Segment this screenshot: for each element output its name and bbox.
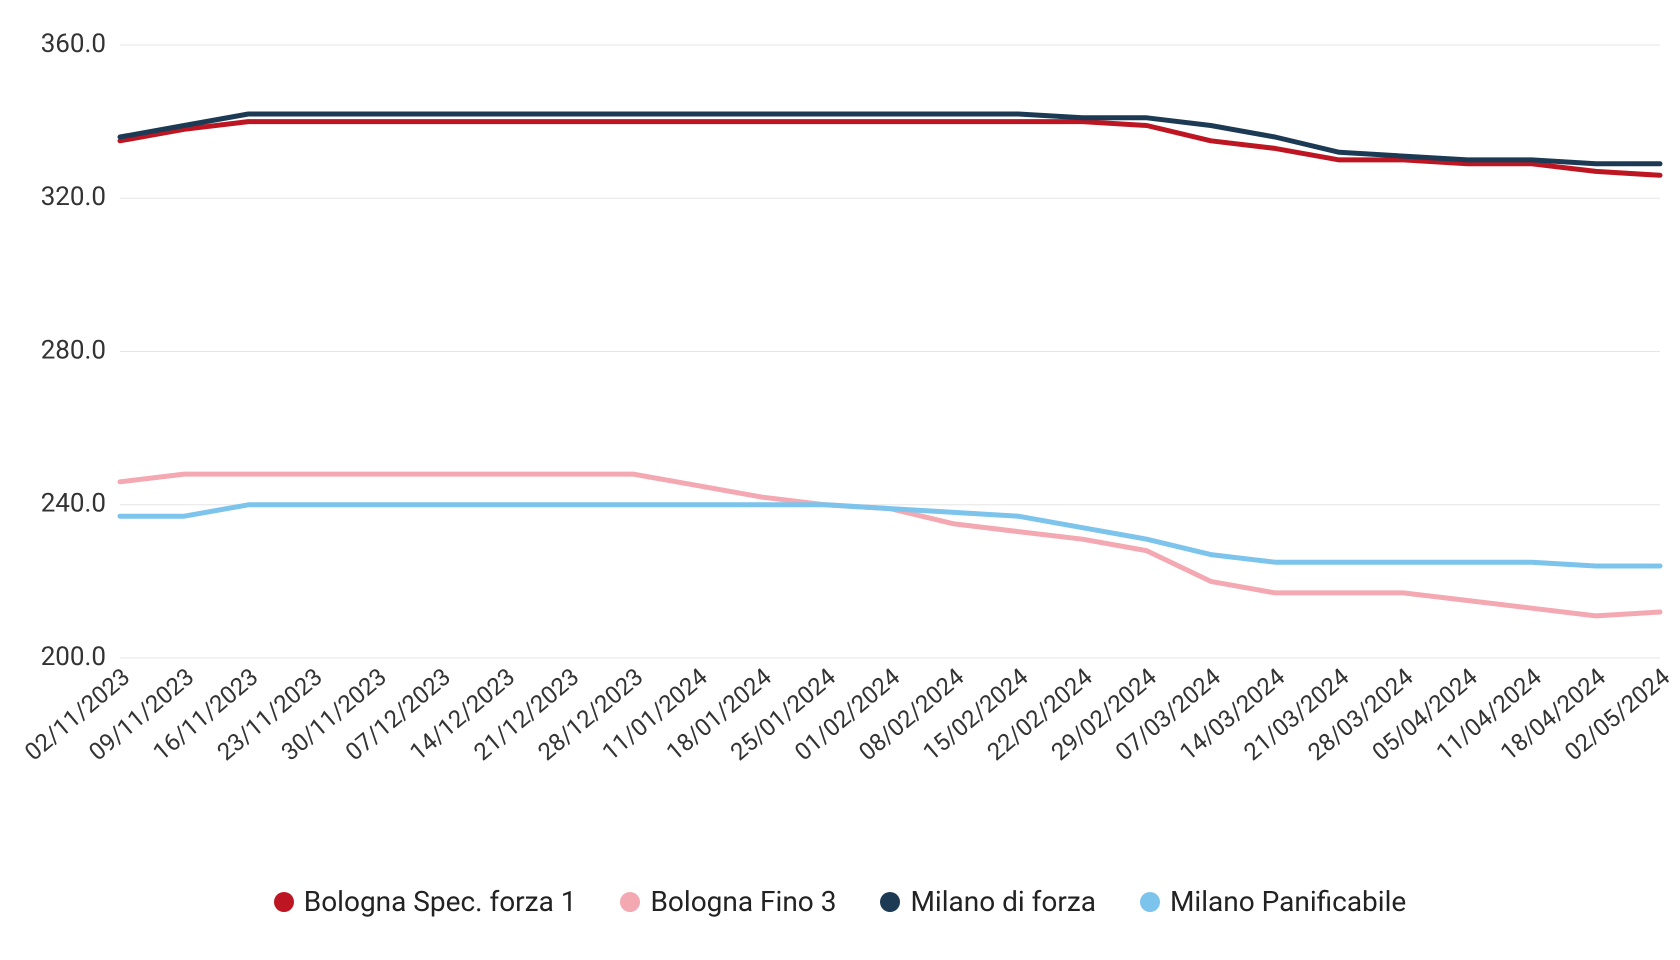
legend-label: Milano di forza xyxy=(910,885,1096,918)
y-axis-label: 360.0 xyxy=(41,29,106,59)
legend-marker-icon xyxy=(880,892,900,912)
y-axis-label: 200.0 xyxy=(41,642,106,672)
legend-marker-icon xyxy=(620,892,640,912)
legend-item: Milano Panificabile xyxy=(1140,885,1406,918)
legend-label: Bologna Fino 3 xyxy=(650,885,836,918)
legend-item: Bologna Spec. forza 1 xyxy=(274,885,577,918)
legend-marker-icon xyxy=(274,892,294,912)
y-axis-label: 280.0 xyxy=(41,335,106,365)
legend-marker-icon xyxy=(1140,892,1160,912)
y-axis-label: 240.0 xyxy=(41,489,106,519)
chart-canvas: 200.0240.0280.0320.0360.002/11/202309/11… xyxy=(0,0,1680,960)
legend-item: Milano di forza xyxy=(880,885,1096,918)
legend-label: Bologna Spec. forza 1 xyxy=(304,885,577,918)
legend-label: Milano Panificabile xyxy=(1170,885,1406,918)
chart-legend: Bologna Spec. forza 1 Bologna Fino 3 Milan… xyxy=(0,885,1680,918)
y-axis-label: 320.0 xyxy=(41,182,106,212)
chart-background xyxy=(0,0,1680,960)
legend-item: Bologna Fino 3 xyxy=(620,885,836,918)
line-chart: 200.0240.0280.0320.0360.002/11/202309/11… xyxy=(0,0,1680,960)
